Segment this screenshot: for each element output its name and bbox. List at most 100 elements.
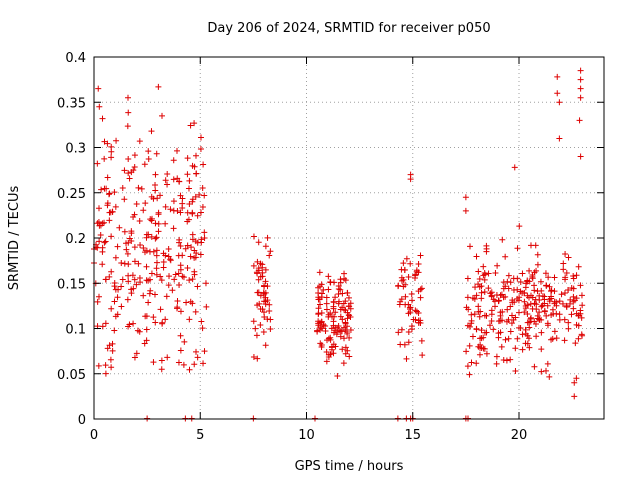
data-point	[114, 243, 121, 250]
data-point	[519, 331, 526, 338]
data-point	[538, 303, 545, 310]
data-point	[570, 273, 577, 280]
data-point	[192, 308, 199, 315]
data-point	[466, 371, 473, 378]
data-point	[340, 300, 347, 307]
data-point	[464, 294, 471, 301]
data-point	[111, 327, 118, 334]
data-point	[330, 318, 337, 325]
data-point	[468, 311, 475, 318]
data-point	[138, 185, 145, 192]
data-point	[417, 252, 424, 259]
data-point	[250, 318, 257, 325]
data-point	[332, 324, 339, 331]
data-point	[192, 152, 199, 159]
data-point	[318, 309, 325, 316]
data-point	[157, 306, 164, 313]
data-point	[111, 189, 118, 196]
data-point	[171, 276, 178, 283]
data-point	[317, 301, 324, 308]
data-point	[101, 239, 108, 246]
data-point	[150, 314, 157, 321]
data-point	[185, 216, 192, 223]
data-point	[99, 323, 106, 330]
data-point	[342, 350, 349, 357]
data-point	[157, 273, 164, 280]
data-point	[250, 354, 257, 361]
data-point	[201, 229, 208, 236]
data-point	[542, 367, 549, 374]
data-point	[257, 322, 264, 329]
data-point	[395, 329, 402, 336]
data-point	[418, 337, 425, 344]
data-point	[524, 340, 531, 347]
data-point	[163, 293, 170, 300]
data-point	[111, 280, 118, 287]
data-point	[515, 309, 522, 316]
data-point	[106, 342, 113, 349]
data-point	[538, 368, 545, 375]
data-point	[505, 335, 512, 342]
data-point	[143, 313, 150, 320]
data-point	[267, 325, 274, 332]
data-point	[507, 279, 514, 286]
data-point	[514, 286, 521, 293]
data-point	[95, 293, 102, 300]
data-point	[323, 306, 330, 313]
x-tick-label: 10	[298, 428, 315, 443]
data-point	[527, 300, 534, 307]
data-point	[148, 215, 155, 222]
data-point	[322, 322, 329, 329]
data-point	[99, 115, 106, 122]
data-point	[335, 291, 342, 298]
data-point	[158, 277, 165, 284]
data-point	[179, 204, 186, 211]
data-point	[570, 293, 577, 300]
data-point	[542, 270, 549, 277]
data-point	[198, 318, 205, 325]
data-point	[327, 279, 334, 286]
data-point	[152, 171, 159, 178]
data-point	[257, 260, 264, 267]
data-point	[186, 277, 193, 284]
data-point	[492, 270, 499, 277]
data-point	[480, 345, 487, 352]
data-point	[160, 259, 167, 266]
data-point	[578, 292, 585, 299]
data-point	[175, 270, 182, 277]
data-point	[153, 150, 160, 157]
data-point	[400, 283, 407, 290]
data-point	[494, 262, 501, 269]
data-point	[577, 85, 584, 92]
data-point	[335, 300, 342, 307]
data-point	[330, 305, 337, 312]
data-point	[469, 333, 476, 340]
data-point	[140, 244, 147, 251]
data-point	[575, 263, 582, 270]
data-point	[415, 309, 422, 316]
data-point	[499, 236, 506, 243]
data-point	[165, 282, 172, 289]
data-point	[133, 281, 140, 288]
data-point	[495, 297, 502, 304]
data-point	[508, 320, 515, 327]
data-point	[478, 283, 485, 290]
data-point	[191, 271, 198, 278]
data-point	[323, 300, 330, 307]
data-point	[184, 264, 191, 271]
data-point	[505, 316, 512, 323]
data-point	[106, 273, 113, 280]
data-point	[112, 254, 119, 261]
data-point	[98, 186, 105, 193]
data-point	[113, 137, 120, 144]
data-point	[478, 327, 485, 334]
data-point	[174, 147, 181, 154]
data-point	[573, 272, 580, 279]
data-point	[549, 306, 556, 313]
data-point	[169, 287, 176, 294]
data-point	[471, 296, 478, 303]
data-point	[128, 237, 135, 244]
data-point	[529, 271, 536, 278]
data-point	[464, 275, 471, 282]
data-point	[344, 330, 351, 337]
